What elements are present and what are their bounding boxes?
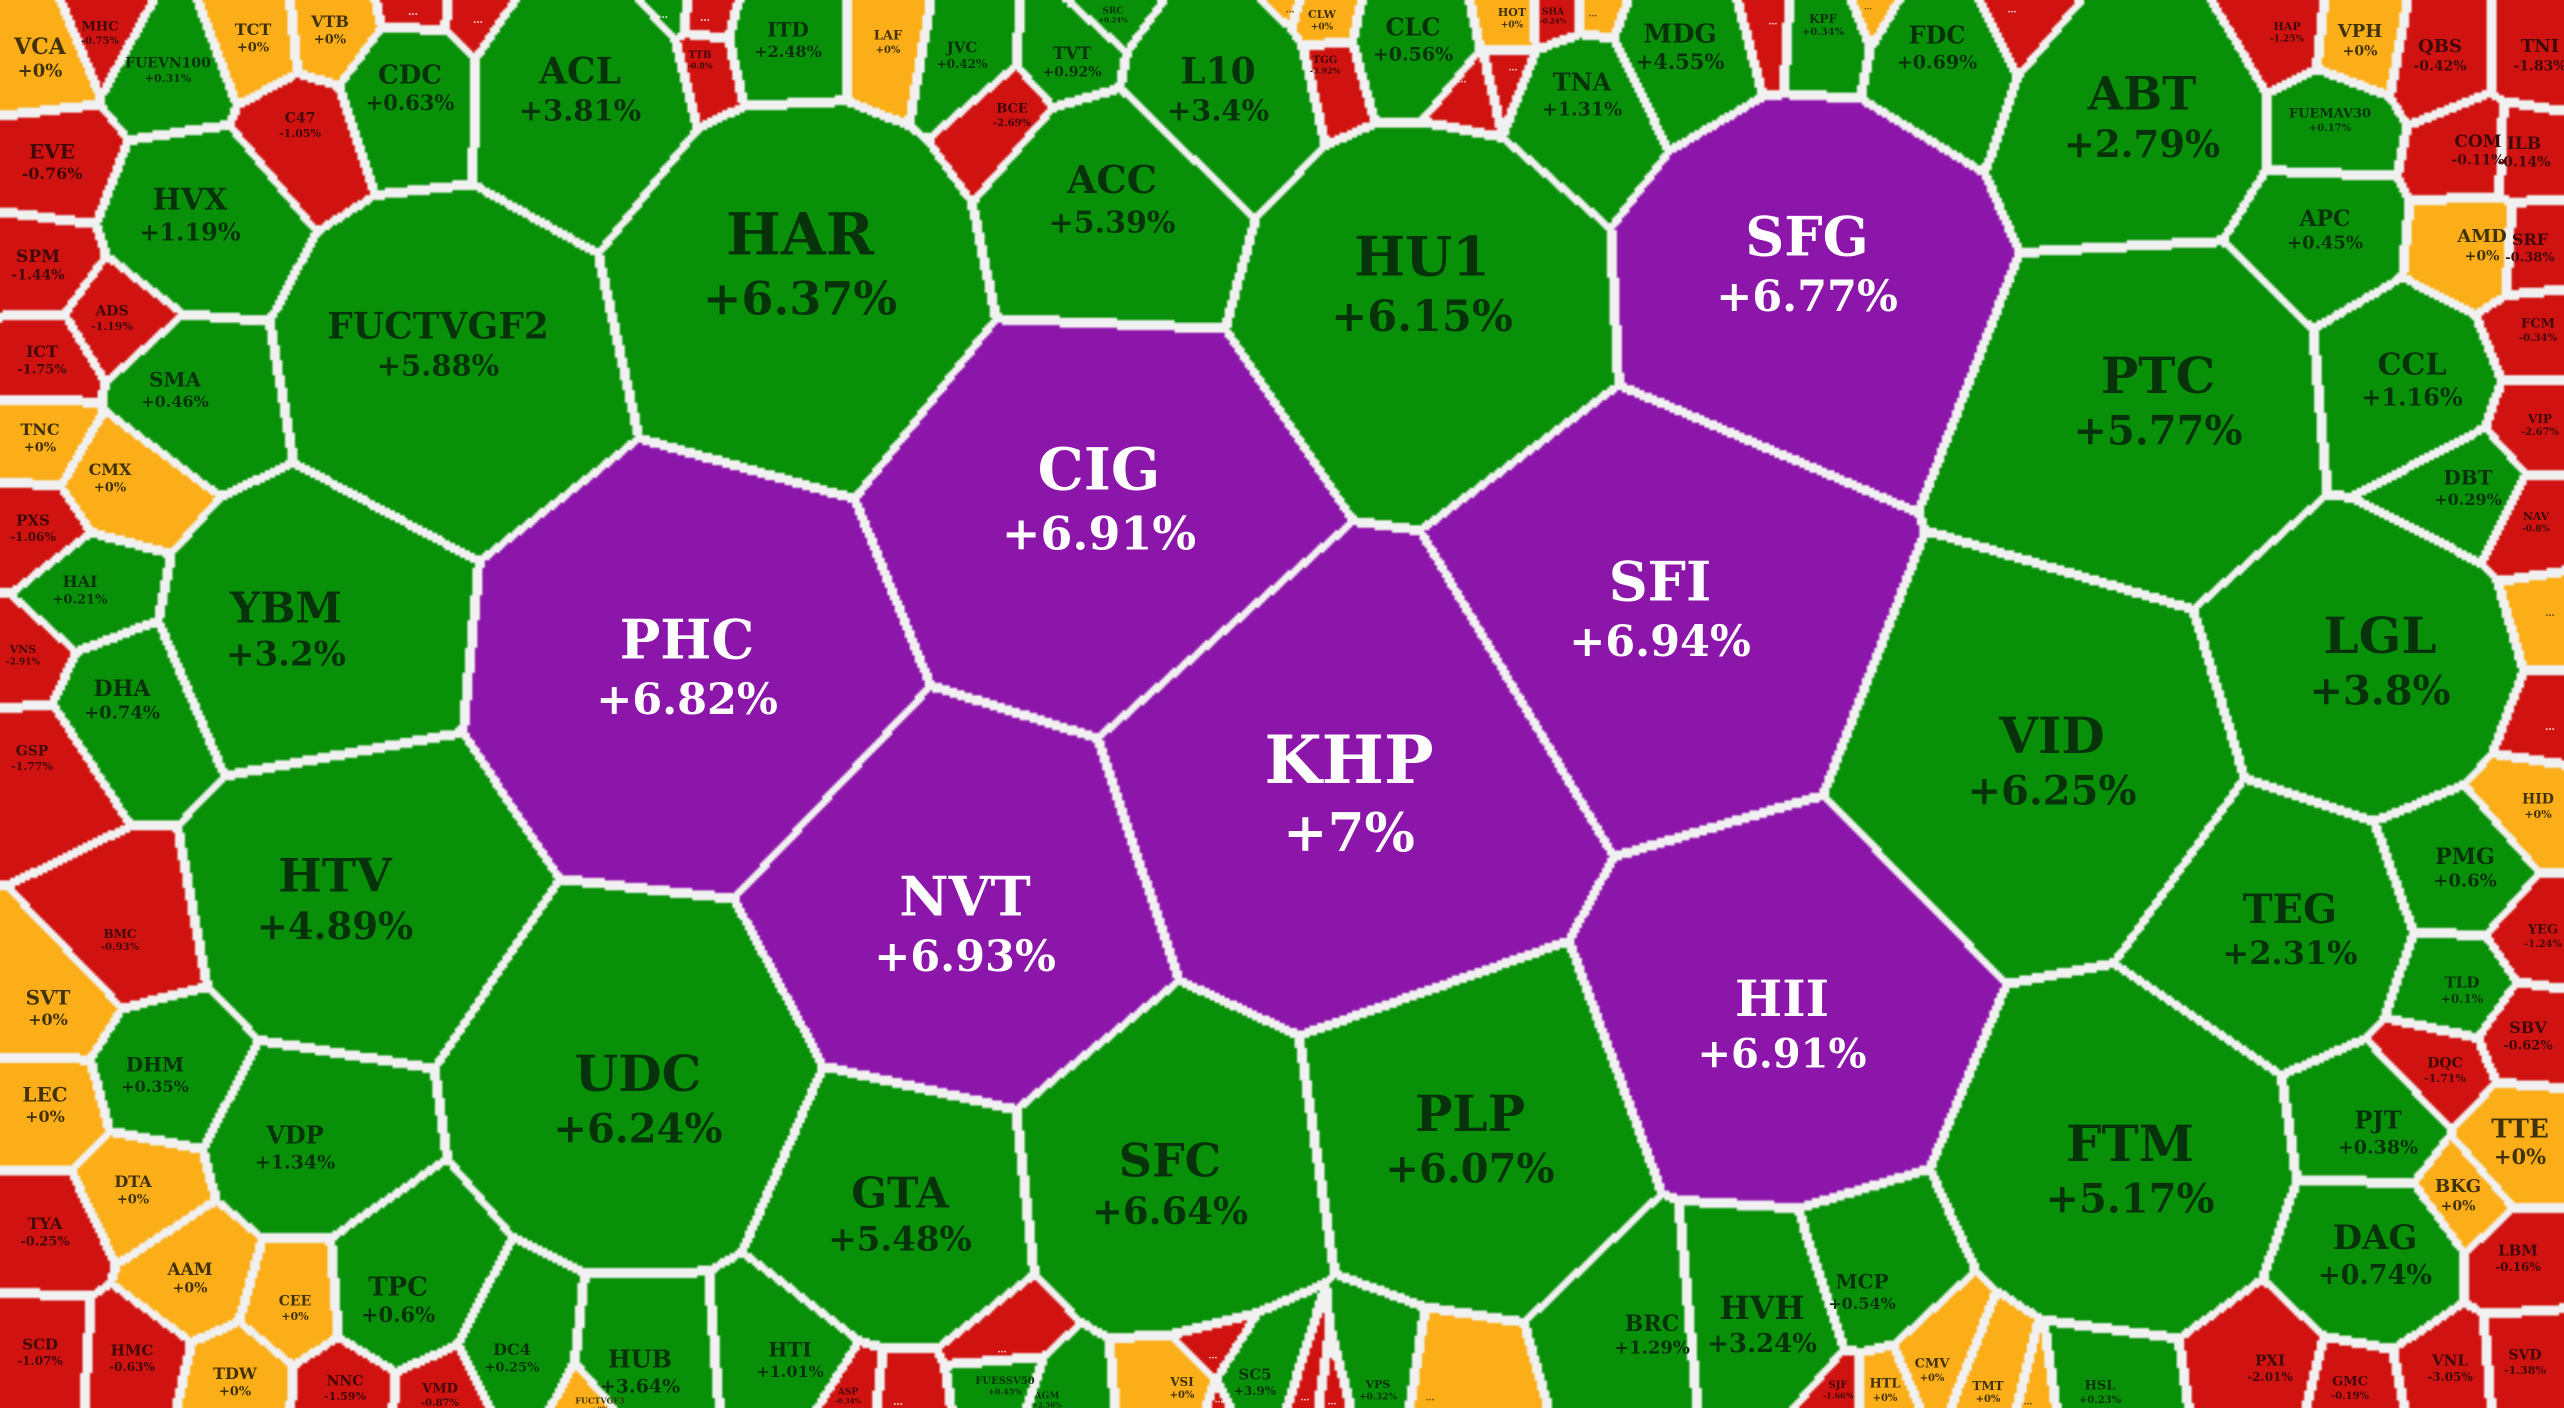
treemap-canvas[interactable]	[0, 0, 2564, 1408]
stock-heatmap-container: VCA +0% MHC -0.75% FUEVN100 +0.31% TCT +0% VTB +0…	[0, 0, 2564, 1408]
